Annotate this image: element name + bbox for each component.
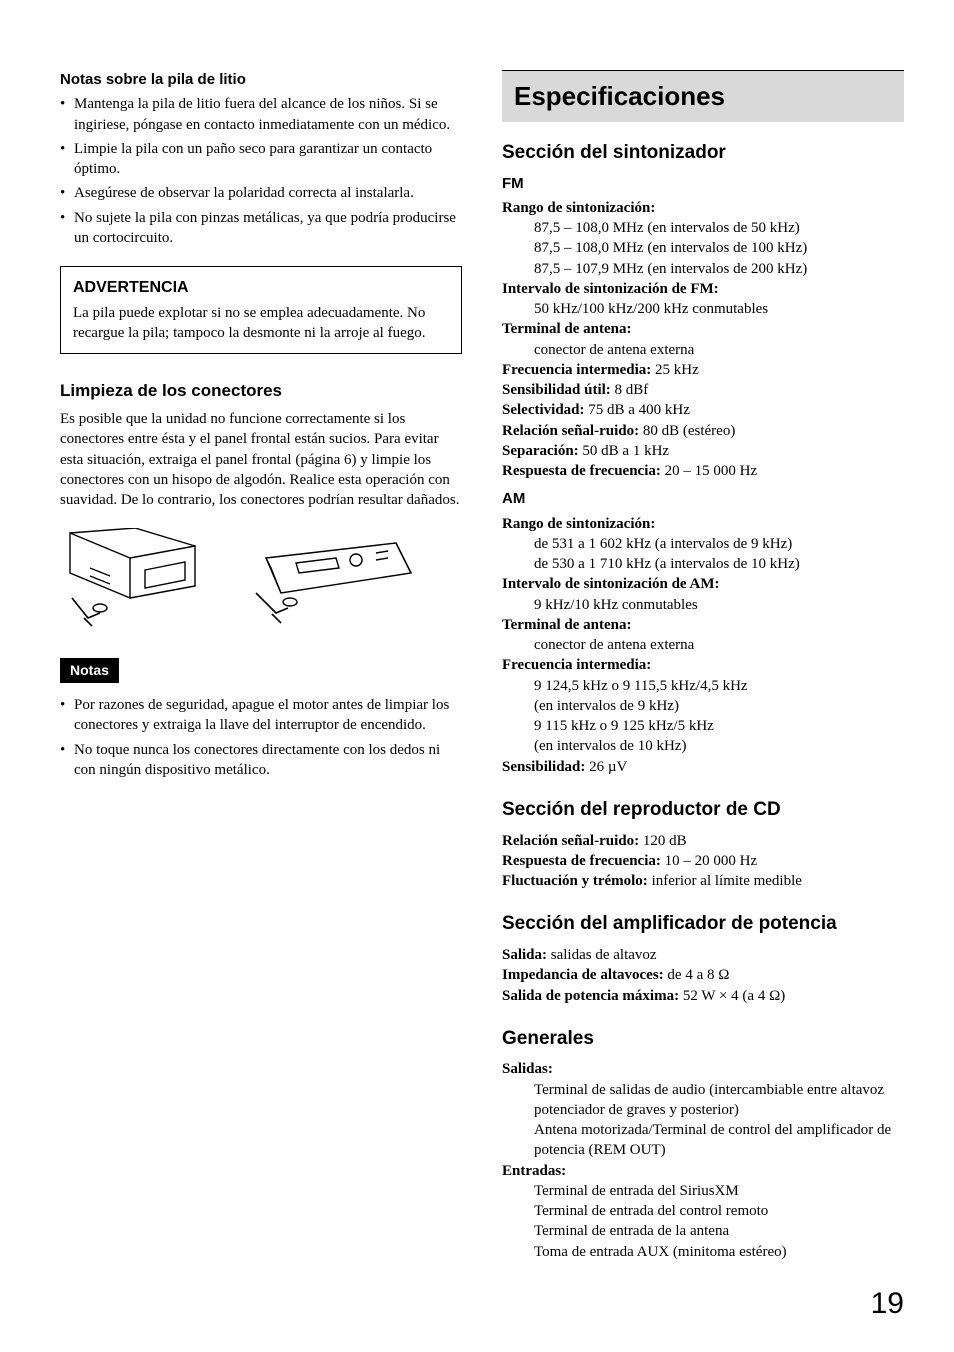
- spec-label: Respuesta de frecuencia:: [502, 853, 661, 869]
- spec-value: conector de antena externa: [502, 340, 904, 360]
- spec-label: Respuesta de frecuencia:: [502, 463, 661, 479]
- spec-label: Salida de potencia máxima:: [502, 988, 679, 1004]
- lithium-heading: Notas sobre la pila de litio: [60, 70, 462, 90]
- spec-label: Frecuencia intermedia:: [502, 362, 651, 378]
- spec-label: Entradas:: [502, 1163, 566, 1179]
- spec-value: de 4 a 8 Ω: [664, 967, 730, 983]
- spec-value: 20 – 15 000 Hz: [661, 463, 757, 479]
- spec-value: 9 124,5 kHz o 9 115,5 kHz/4,5 kHz: [502, 676, 904, 696]
- spec-label: Separación:: [502, 443, 579, 459]
- spec-label: Relación señal-ruido:: [502, 833, 639, 849]
- clean-heading: Limpieza de los conectores: [60, 380, 462, 403]
- spec-value: 120 dB: [639, 833, 687, 849]
- spec-label: Terminal de antena:: [502, 321, 631, 337]
- spec-value: Toma de entrada AUX (minitoma estéreo): [502, 1242, 904, 1262]
- spec-label: Impedancia de altavoces:: [502, 967, 664, 983]
- spec-value: 75 dB a 400 kHz: [585, 402, 690, 418]
- cd-heading: Sección del reproductor de CD: [502, 797, 904, 823]
- illustration-unit-icon: [60, 528, 210, 628]
- spec-label: Fluctuación y trémolo:: [502, 873, 648, 889]
- spec-value: 10 – 20 000 Hz: [661, 853, 757, 869]
- spec-value: (en intervalos de 10 kHz): [502, 736, 904, 756]
- spec-value: de 531 a 1 602 kHz (a intervalos de 9 kH…: [502, 534, 904, 554]
- spec-heading: Especificaciones: [502, 70, 904, 122]
- spec-value: inferior al límite medible: [648, 873, 802, 889]
- list-item: Por razones de seguridad, apague el moto…: [60, 695, 462, 736]
- spec-value: 80 dB (estéreo): [639, 423, 735, 439]
- spec-value: Antena motorizada/Terminal de control de…: [502, 1120, 904, 1161]
- spec-value: 87,5 – 108,0 MHz (en intervalos de 100 k…: [502, 238, 904, 258]
- spec-value: Terminal de salidas de audio (intercambi…: [502, 1080, 904, 1121]
- spec-label: Sensibilidad:: [502, 759, 585, 775]
- spec-label: Rango de sintonización:: [502, 516, 655, 532]
- spec-value: 50 kHz/100 kHz/200 kHz conmutables: [502, 299, 904, 319]
- list-item: Mantenga la pila de litio fuera del alca…: [60, 94, 462, 135]
- spec-label: Relación señal-ruido:: [502, 423, 639, 439]
- spec-value: 26 µV: [585, 759, 627, 775]
- spec-value: salidas de altavoz: [547, 947, 657, 963]
- list-item: No toque nunca los conectores directamen…: [60, 740, 462, 781]
- spec-label: Salida:: [502, 947, 547, 963]
- spec-value: (en intervalos de 9 kHz): [502, 696, 904, 716]
- am-label: AM: [502, 489, 904, 509]
- spec-value: Terminal de entrada del SiriusXM: [502, 1181, 904, 1201]
- connector-illustrations: [60, 528, 462, 628]
- amp-heading: Sección del amplificador de potencia: [502, 911, 904, 937]
- spec-label: Intervalo de sintonización de AM:: [502, 576, 720, 592]
- list-item: No sujete la pila con pinzas metálicas, …: [60, 208, 462, 249]
- spec-label: Frecuencia intermedia:: [502, 657, 651, 673]
- page-number: 19: [871, 1284, 904, 1325]
- notas-list: Por razones de seguridad, apague el moto…: [60, 695, 462, 780]
- lithium-list: Mantenga la pila de litio fuera del alca…: [60, 94, 462, 248]
- notas-badge: Notas: [60, 658, 119, 683]
- spec-value: de 530 a 1 710 kHz (a intervalos de 10 k…: [502, 554, 904, 574]
- spec-label: Sensibilidad útil:: [502, 382, 611, 398]
- gen-heading: Generales: [502, 1026, 904, 1052]
- spec-value: 9 kHz/10 kHz conmutables: [502, 595, 904, 615]
- spec-value: Terminal de entrada del control remoto: [502, 1201, 904, 1221]
- fm-label: FM: [502, 174, 904, 194]
- warning-box: ADVERTENCIA La pila puede explotar si no…: [60, 266, 462, 354]
- spec-label: Rango de sintonización:: [502, 200, 655, 216]
- warning-body: La pila puede explotar si no se emplea a…: [73, 303, 449, 344]
- spec-value: 52 W × 4 (a 4 Ω): [679, 988, 785, 1004]
- spec-value: 9 115 kHz o 9 125 kHz/5 kHz: [502, 716, 904, 736]
- list-item: Limpie la pila con un paño seco para gar…: [60, 139, 462, 180]
- spec-value: 25 kHz: [651, 362, 699, 378]
- spec-value: 50 dB a 1 kHz: [579, 443, 669, 459]
- tuner-heading: Sección del sintonizador: [502, 140, 904, 166]
- spec-value: conector de antena externa: [502, 635, 904, 655]
- spec-value: 87,5 – 108,0 MHz (en intervalos de 50 kH…: [502, 218, 904, 238]
- spec-label: Salidas:: [502, 1061, 553, 1077]
- clean-body: Es posible que la unidad no funcione cor…: [60, 409, 462, 510]
- spec-label: Selectividad:: [502, 402, 585, 418]
- spec-value: 87,5 – 107,9 MHz (en intervalos de 200 k…: [502, 259, 904, 279]
- spec-value: Terminal de entrada de la antena: [502, 1221, 904, 1241]
- warning-title: ADVERTENCIA: [73, 277, 449, 299]
- list-item: Asegúrese de observar la polaridad corre…: [60, 183, 462, 203]
- spec-label: Terminal de antena:: [502, 617, 631, 633]
- spec-label: Intervalo de sintonización de FM:: [502, 281, 719, 297]
- spec-value: 8 dBf: [611, 382, 649, 398]
- illustration-panel-icon: [246, 538, 416, 628]
